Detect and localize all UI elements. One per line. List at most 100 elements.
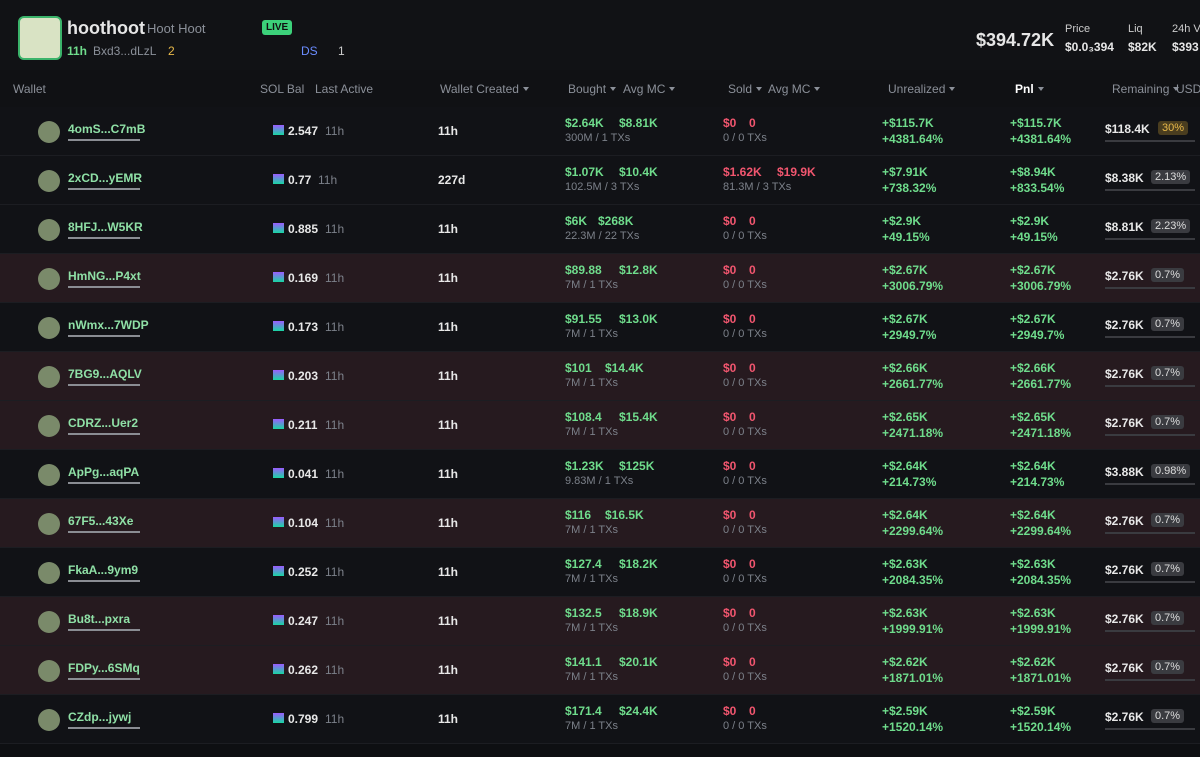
remaining-pct: 0.7% xyxy=(1151,611,1185,625)
bought: $1.23K xyxy=(565,459,604,473)
sol-icon xyxy=(273,517,284,527)
col-sold[interactable]: Sold xyxy=(728,82,762,96)
wallet-row[interactable]: nWmx...7WDP 0.173 11h 11h $91.55 $13.0K 7M / 1… xyxy=(0,303,1200,352)
pnl: +$2.9K xyxy=(1010,214,1050,228)
unrealized-pct: +2661.77% xyxy=(882,377,944,391)
wallet-created: 11h xyxy=(438,516,459,530)
remaining: $3.88K xyxy=(1105,465,1144,479)
sol-balance: 0.169 xyxy=(288,271,319,285)
remaining-pct: 0.7% xyxy=(1151,562,1185,576)
wallet-address[interactable]: 7BG9...AQLV xyxy=(68,367,142,381)
remaining-bar xyxy=(1105,728,1195,730)
wallet-row[interactable]: CZdp...jywj 0.799 11h 11h $171.4 $24.4K 7M / 1… xyxy=(0,695,1200,744)
wallet-address[interactable]: Bu8t...pxra xyxy=(68,612,131,626)
remaining-bar xyxy=(1105,189,1195,191)
col-created[interactable]: Wallet Created xyxy=(440,82,529,96)
wallet-address[interactable]: nWmx...7WDP xyxy=(68,318,149,332)
last-active: 11h xyxy=(325,712,345,726)
sold: $0 xyxy=(723,557,737,571)
wallet-address[interactable]: 8HFJ...W5KR xyxy=(68,220,143,234)
bought-mc: $20.1K xyxy=(619,655,658,669)
last-active: 11h xyxy=(325,467,345,481)
wallet-underline xyxy=(68,335,140,337)
col-unrealized[interactable]: Unrealized xyxy=(888,82,955,96)
unrealized-pct: +1999.91% xyxy=(882,622,944,636)
wallet-row[interactable]: FkaA...9ym9 0.252 11h 11h $127.4 $18.2K 7M / 1… xyxy=(0,548,1200,597)
remaining: $8.81K xyxy=(1105,220,1144,234)
bought-sub: 7M / 1 TXs xyxy=(565,622,618,634)
wallet-row[interactable]: 7BG9...AQLV 0.203 11h 11h $101 $14.4K 7M / 1 T… xyxy=(0,352,1200,401)
bought: $6K xyxy=(565,214,588,228)
bought-mc: $18.2K xyxy=(619,557,658,571)
bought-mc: $24.4K xyxy=(619,704,658,718)
bought-sub: 7M / 1 TXs xyxy=(565,573,618,585)
sold: $0 xyxy=(723,704,737,718)
sol-balance: 0.885 xyxy=(288,222,319,236)
sol-icon xyxy=(273,615,284,625)
wallet-row[interactable]: 4omS...C7mB 2.547 11h 11h $2.64K $8.81K 300M /… xyxy=(0,107,1200,156)
token-age: 11h xyxy=(67,44,88,58)
bought: $171.4 xyxy=(565,704,602,718)
wallet-address[interactable]: 2xCD...yEMR xyxy=(68,171,143,185)
remaining-pct: 0.7% xyxy=(1151,415,1185,429)
wallet-row[interactable]: 67F5...43Xe 0.104 11h 11h $116 $16.5K 7M / 1 T… xyxy=(0,499,1200,548)
wallet-address[interactable]: 4omS...C7mB xyxy=(68,122,146,136)
token-address[interactable]: Bxd3...dLzL xyxy=(93,44,157,58)
pnl: +$2.63K xyxy=(1010,606,1056,620)
sold: $0 xyxy=(723,214,737,228)
unrealized-pct: +2471.18% xyxy=(882,426,944,440)
wallet-created: 11h xyxy=(438,369,459,383)
avatar xyxy=(38,464,60,486)
wallet-row[interactable]: 2xCD...yEMR 0.77 11h 227d $1.07K $10.4K 102.5M… xyxy=(0,156,1200,205)
wallet-address[interactable]: FDPy...6SMq xyxy=(68,661,140,675)
bought: $127.4 xyxy=(565,557,602,571)
wallet-address[interactable]: CZdp...jywj xyxy=(68,710,132,724)
sold-sub: 0 / 0 TXs xyxy=(723,279,767,291)
sold-sub: 0 / 0 TXs xyxy=(723,671,767,683)
col-remaining[interactable]: Remaining xyxy=(1112,82,1179,96)
sold-sub: 0 / 0 TXs xyxy=(723,475,767,487)
col-usd[interactable]: USD xyxy=(1176,82,1200,96)
col-sol-bal[interactable]: SOL Bal xyxy=(260,82,305,96)
col-bought[interactable]: Bought xyxy=(568,82,616,96)
wallet-address[interactable]: FkaA...9ym9 xyxy=(68,563,139,577)
col-sold-mc[interactable]: Avg MC xyxy=(768,82,820,96)
wallet-address[interactable]: CDRZ...Uer2 xyxy=(68,416,139,430)
wallet-underline xyxy=(68,433,140,435)
wallet-row[interactable]: 8HFJ...W5KR 0.885 11h 11h $6K $268K 22.3M / 22… xyxy=(0,205,1200,254)
pnl: +$2.62K xyxy=(1010,655,1056,669)
col-wallet[interactable]: Wallet xyxy=(13,82,46,96)
wallet-row[interactable]: FDPy...6SMq 0.262 11h 11h $141.1 $20.1K 7M / 1… xyxy=(0,646,1200,695)
sold-mc: 0 xyxy=(749,361,756,375)
wallet-address[interactable]: HmNG...P4xt xyxy=(68,269,141,283)
pnl-pct: +1520.14% xyxy=(1010,720,1072,734)
wallet-row[interactable]: ApPg...aqPA 0.041 11h 11h $1.23K $125K 9.83M /… xyxy=(0,450,1200,499)
wallet-row[interactable]: HmNG...P4xt 0.169 11h 11h $89.88 $12.8K 7M / 1… xyxy=(0,254,1200,303)
sol-balance: 0.262 xyxy=(288,663,319,677)
bought: $116 xyxy=(565,508,592,522)
sold-mc: 0 xyxy=(749,655,756,669)
wallet-underline xyxy=(68,384,140,386)
pnl-pct: +1871.01% xyxy=(1010,671,1072,685)
unrealized: +$2.62K xyxy=(882,655,928,669)
col-pnl[interactable]: Pnl xyxy=(1015,82,1044,96)
avatar xyxy=(38,366,60,388)
avatar xyxy=(38,611,60,633)
remaining-bar xyxy=(1105,679,1195,681)
remaining: $2.76K xyxy=(1105,514,1144,528)
wallet-address[interactable]: ApPg...aqPA xyxy=(68,465,140,479)
remaining-pct: 0.7% xyxy=(1151,317,1185,331)
col-last-active[interactable]: Last Active xyxy=(315,82,374,96)
pnl: +$2.64K xyxy=(1010,459,1056,473)
bought-sub: 7M / 1 TXs xyxy=(565,328,618,340)
unrealized: +$2.64K xyxy=(882,459,928,473)
wallet-row[interactable]: Bu8t...pxra 0.247 11h 11h $132.5 $18.9K 7M / 1… xyxy=(0,597,1200,646)
live-badge[interactable]: LIVE xyxy=(262,20,293,35)
ds-link[interactable]: DS xyxy=(301,44,318,58)
remaining-pct: 0.7% xyxy=(1151,366,1185,380)
wallet-row[interactable]: CDRZ...Uer2 0.211 11h 11h $108.4 $15.4K 7M / 1… xyxy=(0,401,1200,450)
bought: $108.4 xyxy=(565,410,602,424)
col-bought-mc[interactable]: Avg MC xyxy=(623,82,675,96)
sol-balance: 0.104 xyxy=(288,516,319,530)
wallet-address[interactable]: 67F5...43Xe xyxy=(68,514,134,528)
